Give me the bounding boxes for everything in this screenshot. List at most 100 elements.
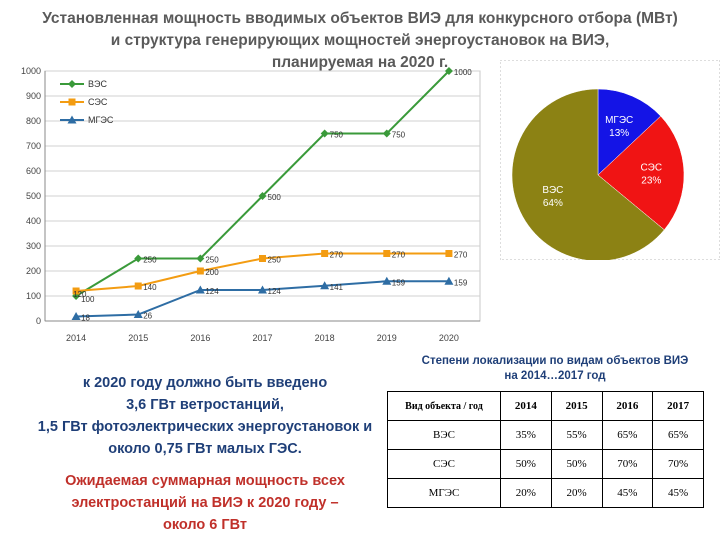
table-header-cell: 2017 — [652, 391, 704, 421]
data-point — [320, 129, 329, 138]
localization-table: Вид объекта / год 2014 2015 2016 2017 ВЭ… — [387, 391, 704, 508]
data-point — [134, 282, 142, 290]
table-header-cell: 2014 — [500, 391, 552, 421]
data-point — [195, 285, 205, 294]
data-label: 200 — [205, 268, 219, 277]
pie-slice-name: ВЭС — [542, 185, 563, 196]
data-point — [68, 98, 76, 106]
table-cell: 45% — [652, 478, 704, 508]
line-chart: 0 100 200 300 400 500 600 700 800 900 1000 2014 2015… — [21, 66, 481, 343]
data-point — [71, 312, 81, 320]
title-line: планируемая на 2020 г. — [271, 54, 449, 71]
table-cell: 65% — [652, 420, 704, 450]
table-cell: 55% — [550, 420, 603, 450]
data-label: 159 — [392, 278, 406, 287]
title-line: и структура генерирующих мощностей энерг… — [110, 32, 610, 49]
table-header-cell: Вид объекта / год — [387, 391, 501, 421]
data-label: 100 — [81, 295, 95, 304]
table-cell: 50% — [500, 449, 552, 479]
data-label: 270 — [330, 251, 344, 260]
table-title: Степени локализации по видам объектов ВИ… — [390, 354, 720, 384]
table-cell: 70% — [601, 449, 654, 479]
data-point — [382, 276, 392, 285]
data-point — [133, 310, 143, 318]
data-label: 270 — [392, 251, 406, 260]
data-label: 18 — [81, 314, 90, 323]
data-label: 124 — [268, 287, 282, 296]
series-3: 18 26 124 124 141 159 159 — [71, 276, 468, 323]
table-cell: ВЭС — [387, 420, 501, 450]
series-2: 120 140 200 250 270 270 270 — [72, 250, 468, 299]
expected-line: около 6 ГВт — [162, 517, 248, 533]
y-tick-label: 700 — [26, 141, 41, 151]
data-point — [67, 115, 77, 124]
pie-chart: МГЭС 13% СЭС 23% ВЭС 64% — [500, 60, 720, 260]
data-point — [68, 80, 76, 88]
data-label: 250 — [268, 256, 282, 265]
pie-slice — [597, 88, 662, 176]
table-cell: 20% — [550, 478, 603, 508]
table-row: ВЭС 35% 55% 65% 65% — [387, 420, 704, 450]
x-tick-label: 2014 — [66, 333, 86, 343]
legend-label: МГЭС — [88, 115, 114, 125]
pie-slice-label: 23% — [641, 175, 661, 186]
data-point — [196, 267, 204, 275]
table-row: МГЭС 20% 20% 45% 45% — [387, 478, 704, 508]
y-tick-label: 600 — [26, 166, 41, 176]
data-point — [444, 276, 454, 285]
y-tick-label: 100 — [26, 291, 41, 301]
data-label: 141 — [330, 283, 344, 292]
x-tick-label: 2020 — [439, 333, 459, 343]
table-cell: 20% — [500, 478, 552, 508]
x-tick-label: 2016 — [190, 333, 210, 343]
data-point — [445, 250, 453, 257]
data-label: 500 — [268, 193, 282, 202]
summary-line: 1,5 ГВт фотоэлектрических энергоустаново… — [37, 419, 373, 435]
pie-slice — [597, 115, 685, 231]
summary-line: 3,6 ГВт ветростанций, — [126, 397, 284, 413]
table-header-row: Вид объекта / год 2014 2015 2016 2017 — [387, 391, 704, 421]
data-label: 124 — [205, 287, 219, 296]
x-tick-label: 2015 — [128, 333, 148, 343]
data-point — [444, 67, 453, 75]
data-point — [258, 192, 267, 200]
data-point — [321, 250, 329, 257]
capacity-summary: к 2020 году должно быть введено 3,6 ГВт … — [10, 372, 400, 460]
data-point — [196, 254, 205, 263]
y-tick-label: 300 — [26, 241, 41, 251]
pie-slice-label: 64% — [543, 198, 563, 209]
table-cell: МГЭС — [387, 478, 501, 508]
page-title: Установленная мощность вводимых объектов… — [20, 8, 700, 74]
y-tick-label: 200 — [26, 266, 41, 276]
table-cell: СЭС — [387, 449, 501, 479]
data-label: 1000 — [454, 68, 472, 77]
expected-line: Ожидаемая суммарная мощность всех — [65, 473, 345, 489]
data-label: 250 — [143, 256, 157, 265]
data-point — [320, 281, 330, 290]
table-header-cell: 2016 — [601, 391, 654, 421]
data-point — [72, 287, 80, 295]
table-row: СЭС 50% 50% 70% 70% — [387, 449, 704, 479]
data-label: 159 — [454, 278, 468, 287]
data-label: 120 — [73, 290, 87, 299]
data-point — [382, 129, 391, 138]
table-title-line: на 2014…2017 год — [504, 370, 606, 382]
expected-line: электростанций на ВИЭ к 2020 году – — [71, 495, 339, 511]
pie-slice — [511, 88, 665, 260]
table-header-cell: 2015 — [550, 391, 603, 421]
legend-label: СЭС — [88, 97, 108, 107]
data-label: 250 — [205, 256, 219, 265]
y-tick-label: 500 — [26, 191, 41, 201]
y-tick-label: 1000 — [21, 66, 41, 76]
table-cell: 70% — [652, 449, 704, 479]
data-label: 270 — [454, 251, 468, 260]
data-label: 26 — [143, 312, 152, 321]
x-tick-label: 2019 — [377, 333, 397, 343]
data-point — [383, 250, 391, 257]
table-title-line: Степени локализации по видам объектов ВИ… — [421, 355, 689, 367]
y-tick-label: 400 — [26, 216, 41, 226]
table-cell: 65% — [601, 420, 654, 450]
y-tick-label: 900 — [26, 91, 41, 101]
data-point — [134, 254, 143, 263]
y-tick-label: 0 — [36, 316, 41, 326]
